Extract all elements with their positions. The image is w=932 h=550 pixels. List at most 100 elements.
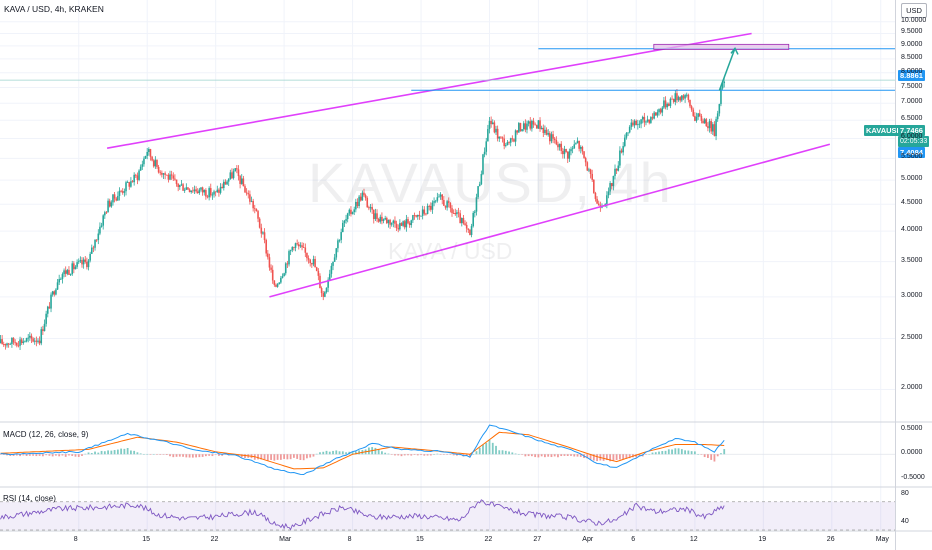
candle <box>141 164 144 167</box>
candle <box>146 151 148 156</box>
symbol-title: KAVA / USD, 4h, KRAKEN <box>4 4 104 14</box>
macd-hist-bar <box>664 450 667 455</box>
candle <box>73 263 75 270</box>
macd-hist-bar <box>707 454 709 458</box>
candle <box>46 306 49 314</box>
candle <box>71 263 74 275</box>
macd-hist-bar <box>446 454 449 455</box>
candle <box>128 182 131 187</box>
candle <box>185 187 188 190</box>
candle <box>286 263 289 265</box>
candle <box>293 247 295 248</box>
currency-button[interactable]: USD <box>901 3 927 18</box>
macd-hist-bar <box>12 454 15 456</box>
candle <box>69 274 72 275</box>
macd-hist-bar <box>547 454 550 457</box>
macd-hist-bar <box>390 454 393 455</box>
candle <box>38 340 41 344</box>
candle <box>211 194 214 196</box>
candle <box>557 144 559 148</box>
macd-hist-bar <box>139 453 142 455</box>
macd-hist-bar <box>570 454 572 456</box>
candle <box>379 216 382 222</box>
macd-hist-bar <box>351 451 354 455</box>
macd-hist-bar <box>332 450 334 455</box>
macd-hist-bar <box>41 454 44 457</box>
macd-hist-bar <box>573 454 576 457</box>
candle <box>113 194 116 199</box>
candle <box>519 123 522 132</box>
macd-hist-bar <box>687 450 690 455</box>
time-axis-label: Apr <box>582 536 594 543</box>
candle <box>619 150 621 166</box>
candle <box>381 216 383 221</box>
macd-hist-bar <box>436 453 439 455</box>
macd-hist-bar <box>579 454 582 457</box>
candle <box>485 141 488 152</box>
macd-hist-bar <box>48 454 51 456</box>
candle <box>477 186 479 198</box>
candle <box>179 185 181 187</box>
macd-hist-bar <box>354 451 357 455</box>
candle <box>628 126 631 133</box>
candle <box>107 200 109 213</box>
candle <box>692 109 695 116</box>
macd-hist-bar <box>51 454 54 457</box>
candle <box>633 120 636 126</box>
macd-hist-bar <box>165 454 168 456</box>
candle <box>501 137 504 139</box>
macd-hist-bar <box>648 454 651 455</box>
candle <box>447 201 450 203</box>
candle <box>297 244 300 247</box>
candle <box>201 187 204 193</box>
candle <box>490 120 492 125</box>
candle <box>139 166 142 171</box>
candle <box>575 143 577 145</box>
candle <box>516 130 519 133</box>
macd-hist-bar <box>358 450 360 455</box>
macd-hist-bar <box>534 454 537 458</box>
rsi-axis-label: 80 <box>901 489 909 497</box>
candle <box>262 232 264 234</box>
macd-hist-bar <box>312 454 315 457</box>
candle <box>56 282 59 290</box>
candle <box>22 341 25 343</box>
candle <box>581 146 584 152</box>
macd-panel-label[interactable]: MACD (12, 26, close, 9) <box>3 430 89 439</box>
candle <box>195 189 197 192</box>
candle <box>498 136 501 139</box>
macd-hist-bar <box>195 454 197 458</box>
macd-hist-bar <box>94 451 96 455</box>
macd-hist-bar <box>612 454 615 461</box>
macd-hist-bar <box>475 451 478 455</box>
candle <box>470 226 473 235</box>
candle <box>206 196 209 198</box>
candle <box>104 212 106 216</box>
macd-hist-bar <box>615 454 618 461</box>
candle <box>64 270 67 274</box>
candle <box>638 123 641 125</box>
candle <box>250 200 253 202</box>
candle <box>7 343 10 345</box>
candle <box>372 209 375 220</box>
candle <box>558 143 561 148</box>
macd-hist-bar <box>299 454 302 460</box>
macd-hist-bar <box>0 454 2 455</box>
candle <box>718 104 721 114</box>
candle <box>708 121 711 129</box>
candle <box>690 106 693 110</box>
rsi-panel-label[interactable]: RSI (14, close) <box>3 494 56 503</box>
macd-hist-bar <box>602 454 605 461</box>
macd-hist-bar <box>478 447 481 455</box>
macd-histogram <box>0 439 726 462</box>
price-axis-label: 6.0000 <box>901 133 923 141</box>
candle <box>40 329 43 344</box>
candle <box>534 124 536 126</box>
price-axis-label: 3.5000 <box>901 256 923 264</box>
candle <box>95 239 98 241</box>
macd-hist-bar <box>270 454 272 460</box>
candle <box>669 98 672 106</box>
candle <box>641 116 644 120</box>
candle <box>350 209 352 215</box>
